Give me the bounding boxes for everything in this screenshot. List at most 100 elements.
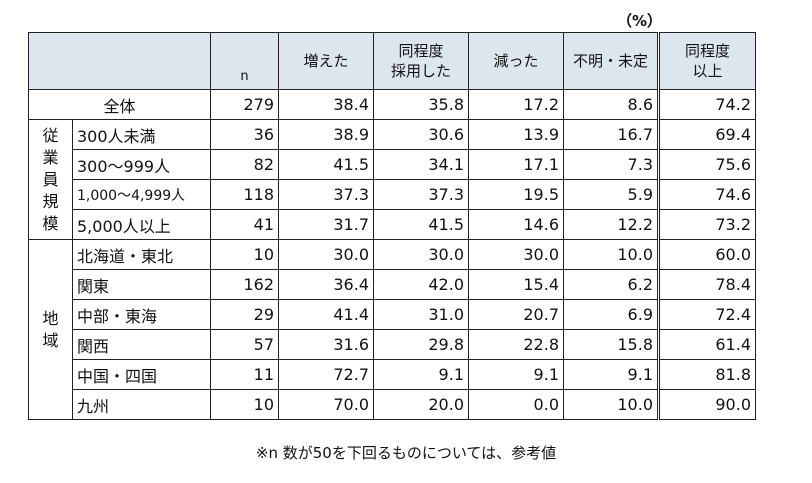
table-row: 従業員規模 300人未満 36 38.9 30.6 13.9 16.7 69.4 bbox=[28, 119, 756, 240]
row-value: 17.1 bbox=[468, 149, 564, 180]
total-value: 17.2 bbox=[468, 89, 564, 120]
row-value: 90.0 bbox=[657, 389, 756, 420]
table-row: 九州 10 70.0 20.0 0.0 10.0 90.0 bbox=[29, 389, 756, 420]
row-value: 34.1 bbox=[373, 149, 469, 180]
table-row: 関東 162 36.4 42.0 15.4 6.2 78.4 bbox=[29, 269, 756, 300]
row-label: 九州 bbox=[72, 389, 211, 420]
row-n: 11 bbox=[210, 359, 279, 390]
row-value: 69.4 bbox=[657, 119, 756, 150]
table-row: 中国・四国 11 72.7 9.1 9.1 9.1 81.8 bbox=[29, 359, 756, 390]
row-label: 関東 bbox=[72, 269, 211, 300]
row-label: 関西 bbox=[72, 329, 211, 360]
row-label: 北海道・東北 bbox=[72, 239, 211, 270]
row-value: 6.2 bbox=[563, 269, 659, 300]
total-value: 74.2 bbox=[657, 89, 756, 120]
row-value: 20.0 bbox=[373, 389, 469, 420]
row-value: 30.0 bbox=[373, 239, 469, 270]
row-value: 10.0 bbox=[563, 239, 659, 270]
row-value: 37.3 bbox=[278, 179, 374, 210]
row-label: 中部・東海 bbox=[72, 299, 211, 330]
row-n: 82 bbox=[210, 149, 279, 180]
table-body: 全体 279 38.4 35.8 17.2 8.6 74.2 従業員規模 300人… bbox=[28, 89, 756, 420]
header-row: n 増えた 同程度 採用した 減った 不明・未定 同程度 以上 bbox=[28, 32, 756, 90]
total-value: 8.6 bbox=[563, 89, 659, 120]
row-value: 14.6 bbox=[468, 209, 564, 240]
row-value: 20.7 bbox=[468, 299, 564, 330]
total-value: 38.4 bbox=[278, 89, 374, 120]
row-value: 15.4 bbox=[468, 269, 564, 300]
row-value: 9.1 bbox=[468, 359, 564, 390]
row-value: 61.4 bbox=[657, 329, 756, 360]
row-value: 72.4 bbox=[657, 299, 756, 330]
row-value: 81.8 bbox=[657, 359, 756, 390]
row-value: 6.9 bbox=[563, 299, 659, 330]
row-value: 78.4 bbox=[657, 269, 756, 300]
row-value: 30.6 bbox=[373, 119, 469, 150]
table-row: 中部・東海 29 41.4 31.0 20.7 6.9 72.4 bbox=[29, 299, 756, 330]
row-n: 162 bbox=[210, 269, 279, 300]
row-value: 60.0 bbox=[657, 239, 756, 270]
header-col-4: 不明・未定 bbox=[563, 32, 659, 90]
table-row: 地域北海道・東北 10 30.0 30.0 30.0 10.0 60.0 bbox=[28, 239, 756, 420]
row-label: 300人未満 bbox=[72, 119, 211, 150]
row-value: 42.0 bbox=[373, 269, 469, 300]
header-blank-cell bbox=[28, 32, 211, 90]
row-value: 9.1 bbox=[563, 359, 659, 390]
row-value: 74.6 bbox=[657, 179, 756, 210]
row-value: 9.1 bbox=[373, 359, 469, 390]
row-value: 73.2 bbox=[657, 209, 756, 240]
row-value: 75.6 bbox=[657, 149, 756, 180]
total-row: 全体 279 38.4 35.8 17.2 8.6 74.2 bbox=[28, 89, 756, 120]
row-value: 36.4 bbox=[278, 269, 374, 300]
row-value: 31.6 bbox=[278, 329, 374, 360]
row-n: 10 bbox=[210, 389, 279, 420]
group-label: 従業員規模 bbox=[28, 119, 73, 240]
row-n: 57 bbox=[210, 329, 279, 360]
row-value: 22.8 bbox=[468, 329, 564, 360]
row-value: 72.7 bbox=[278, 359, 374, 390]
row-value: 31.0 bbox=[373, 299, 469, 330]
total-label: 全体 bbox=[28, 89, 211, 120]
total-n: 279 bbox=[210, 89, 279, 120]
row-value: 70.0 bbox=[278, 389, 374, 420]
table-row: 5,000人以上 41 31.7 41.5 14.6 12.2 73.2 bbox=[29, 209, 756, 240]
row-label: 5,000人以上 bbox=[72, 209, 211, 240]
row-value: 41.5 bbox=[278, 149, 374, 180]
row-value: 10.0 bbox=[563, 389, 659, 420]
survey-table: n 増えた 同程度 採用した 減った 不明・未定 同程度 以上 全体 279 38.… bbox=[28, 32, 756, 420]
header-col-5: 同程度 以上 bbox=[657, 32, 756, 90]
header-n: n bbox=[210, 32, 279, 90]
row-n: 10 bbox=[210, 239, 279, 270]
row-value: 31.7 bbox=[278, 209, 374, 240]
unit-label: （%） bbox=[617, 12, 663, 30]
row-value: 30.0 bbox=[468, 239, 564, 270]
table-row: 300～999人 82 41.5 34.1 17.1 7.3 75.6 bbox=[29, 149, 756, 180]
table-row: 関西 57 31.6 29.8 22.8 15.8 61.4 bbox=[29, 329, 756, 360]
row-value: 12.2 bbox=[563, 209, 659, 240]
row-n: 29 bbox=[210, 299, 279, 330]
row-value: 7.3 bbox=[563, 149, 659, 180]
total-value: 35.8 bbox=[373, 89, 469, 120]
row-value: 41.5 bbox=[373, 209, 469, 240]
group-label: 地域 bbox=[28, 239, 73, 420]
row-label: 中国・四国 bbox=[72, 359, 211, 390]
header-col-3: 減った bbox=[468, 32, 564, 90]
row-value: 41.4 bbox=[278, 299, 374, 330]
row-value: 15.8 bbox=[563, 329, 659, 360]
header-col-1: 増えた bbox=[278, 32, 374, 90]
row-label: 300～999人 bbox=[72, 149, 211, 180]
row-value: 0.0 bbox=[468, 389, 564, 420]
row-value: 38.9 bbox=[278, 119, 374, 150]
row-value: 19.5 bbox=[468, 179, 564, 210]
row-value: 30.0 bbox=[278, 239, 374, 270]
row-n: 41 bbox=[210, 209, 279, 240]
row-label: 1,000～4,999人 bbox=[72, 179, 211, 210]
row-n: 36 bbox=[210, 119, 279, 150]
row-value: 5.9 bbox=[563, 179, 659, 210]
table-row: 1,000～4,999人 118 37.3 37.3 19.5 5.9 74.6 bbox=[29, 179, 756, 210]
row-value: 37.3 bbox=[373, 179, 469, 210]
row-value: 29.8 bbox=[373, 329, 469, 360]
row-n: 118 bbox=[210, 179, 279, 210]
row-value: 13.9 bbox=[468, 119, 564, 150]
footnote: ※n 数が50を下回るものについては、参考値 bbox=[255, 444, 557, 462]
